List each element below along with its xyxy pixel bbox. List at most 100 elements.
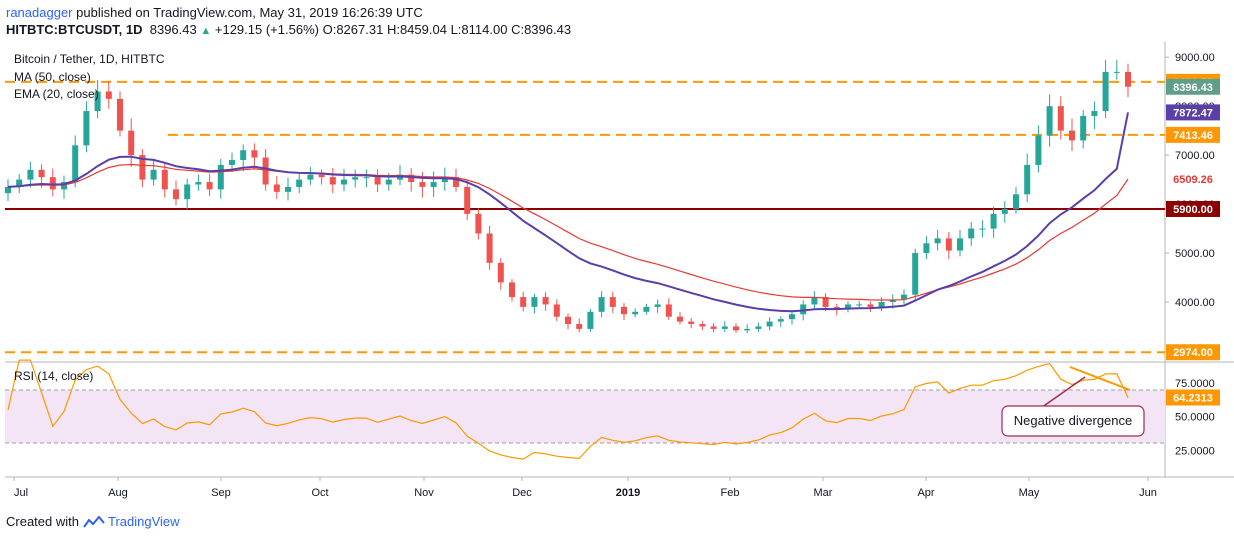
up-arrow-icon: ▲ <box>200 25 212 37</box>
candle-body <box>251 150 258 158</box>
tradingview-logo-icon <box>82 515 105 528</box>
candle-body <box>352 177 359 180</box>
rsi-divergence-trendline <box>1069 366 1131 391</box>
rsi-band <box>5 390 1165 443</box>
time-tick-label: May <box>1019 487 1040 499</box>
candle-body <box>800 304 807 315</box>
candle-body <box>889 299 896 302</box>
candle-body <box>945 238 952 251</box>
level-tag-label: 7413.46 <box>1173 130 1213 142</box>
candle-body <box>576 324 583 329</box>
high-value: 8459.04 <box>399 22 447 37</box>
candle-body <box>61 182 67 190</box>
low-value: 8114.00 <box>461 22 508 37</box>
time-tick-label: Nov <box>414 487 434 499</box>
tradingview-brand[interactable]: TradingView <box>108 514 180 529</box>
time-tick-label: Dec <box>512 487 532 499</box>
candle-body <box>1113 71 1120 73</box>
divergence-callout[interactable] <box>1001 405 1145 437</box>
time-tick-label: Feb <box>721 487 740 499</box>
candle-body <box>385 179 392 185</box>
candle-body <box>139 155 146 180</box>
candle-body <box>408 174 415 183</box>
time-tick-label: Aug <box>108 487 128 499</box>
candle-body <box>419 182 426 187</box>
close-label: C: <box>511 22 525 37</box>
author-link[interactable]: ranadagger <box>6 5 73 20</box>
candle-body <box>374 177 381 185</box>
ohlc-header: HITBTC:BTCUSDT, 1D 8396.43 ▲ +129.15 (+1… <box>6 22 571 37</box>
candle-body <box>229 160 235 165</box>
candle-body <box>1046 106 1053 136</box>
candle-body <box>957 238 963 251</box>
candle-body <box>777 319 784 322</box>
candle-body <box>83 111 90 146</box>
publish-info: ranadagger published on TradingView.com,… <box>6 5 423 20</box>
candle-body <box>867 304 874 307</box>
candle-body <box>509 282 515 298</box>
price-tag-label: 7872.47 <box>1173 107 1213 119</box>
candle-body <box>979 228 986 230</box>
ma-legend[interactable]: MA (50, close) <box>14 70 91 84</box>
price-tick-label: 9000.00 <box>1175 52 1215 64</box>
candle-body <box>27 169 34 180</box>
candle-body <box>1102 71 1109 112</box>
price-tag-label: 6509.26 <box>1173 174 1213 186</box>
candle-body <box>721 326 728 329</box>
rsi-tick-label: 50.0000 <box>1175 412 1215 424</box>
price-tag <box>1166 104 1220 121</box>
candle-body <box>811 297 818 305</box>
candle-body <box>621 306 627 315</box>
annotation-pointer <box>1037 376 1086 411</box>
candle-body <box>195 182 202 185</box>
candle-body <box>710 326 717 329</box>
candle-body <box>1069 130 1075 141</box>
divergence-label: Negative divergence <box>1014 413 1133 428</box>
time-tick-label: Sep <box>211 487 231 499</box>
candle-body <box>217 164 224 190</box>
rsi-value-tag <box>1166 389 1220 406</box>
candle-body <box>453 177 459 187</box>
candle-body <box>1080 115 1087 141</box>
candle-body <box>968 228 975 239</box>
candle-body <box>587 311 594 329</box>
candle-body <box>486 233 493 263</box>
candle-body <box>1057 106 1064 131</box>
candle-body <box>688 321 695 325</box>
price-tag <box>1165 170 1221 188</box>
candle-body <box>856 304 863 306</box>
candle-body <box>184 184 191 200</box>
candle-body <box>990 213 997 229</box>
candle-body <box>441 177 448 183</box>
candle-body <box>363 177 370 179</box>
price-tick-label: 7000.00 <box>1175 150 1215 162</box>
price-tag <box>1166 78 1220 95</box>
candle-body <box>665 304 672 317</box>
candle-body <box>654 304 661 307</box>
candle-body <box>206 182 213 190</box>
candle-body <box>1035 135 1042 165</box>
ema-legend[interactable]: EMA (20, close) <box>14 87 99 101</box>
price-chart[interactable]: 9000.008000.007000.006000.005000.004000.… <box>0 0 1234 510</box>
candle-body <box>598 297 605 312</box>
time-tick-label: Oct <box>311 487 328 499</box>
rsi-legend[interactable]: RSI (14, close) <box>14 369 93 383</box>
candle-body <box>1125 71 1131 87</box>
candle-body <box>475 213 482 234</box>
open-label: O: <box>322 22 337 37</box>
candle-body <box>341 179 347 185</box>
candle-body <box>923 243 930 254</box>
candle-body <box>117 98 123 131</box>
candle-body <box>878 302 885 307</box>
candle-body <box>497 262 504 283</box>
ema20-line <box>7 112 1129 313</box>
candle-body <box>912 253 919 295</box>
high-label: H: <box>386 22 400 37</box>
candle-body <box>262 157 269 185</box>
close-value: 8396.43 <box>524 22 572 37</box>
price-tick-label: 5000.00 <box>1175 248 1215 260</box>
candle-body <box>553 304 560 317</box>
symbol-label: HITBTC:BTCUSDT, 1D <box>6 22 143 37</box>
candle-body <box>285 186 291 192</box>
rsi-line <box>7 359 1129 460</box>
